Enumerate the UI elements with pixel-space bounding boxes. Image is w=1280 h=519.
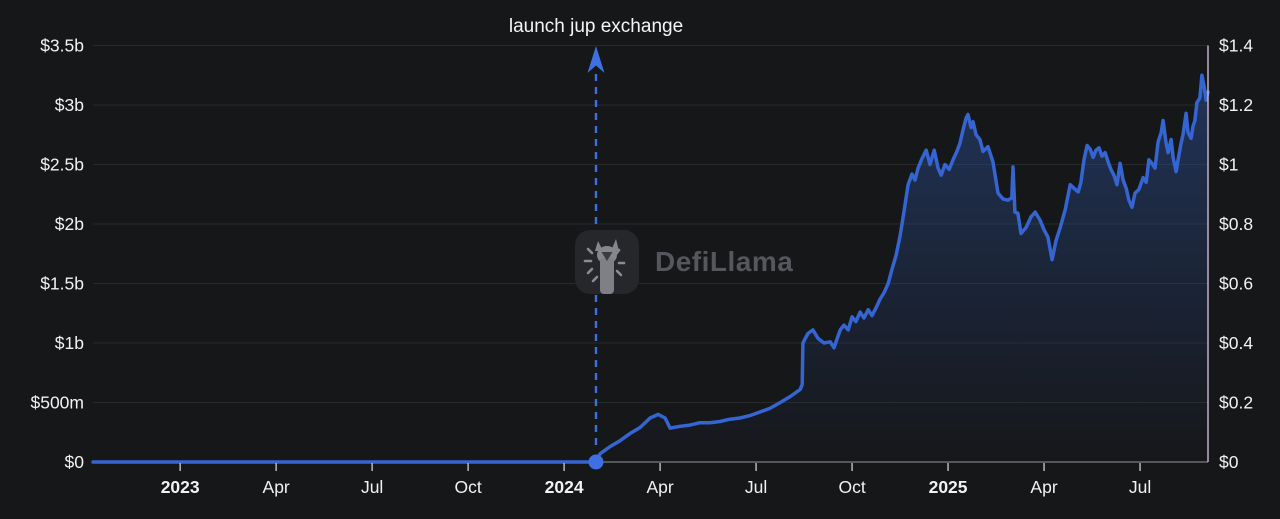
x-axis-tick-label: Apr bbox=[646, 477, 673, 497]
y-axis-right-label: $0.2 bbox=[1219, 393, 1253, 413]
y-axis-right-label: $0.4 bbox=[1219, 333, 1253, 353]
y-axis-right-label: $1.4 bbox=[1219, 36, 1253, 56]
y-axis-left-label: $3.5b bbox=[40, 36, 84, 56]
y-axis-left-label: $500m bbox=[30, 393, 84, 413]
y-axis-right-label: $1 bbox=[1219, 155, 1238, 175]
x-axis-tick-label: 2023 bbox=[161, 477, 200, 497]
tvl-line bbox=[91, 73, 1210, 464]
x-axis-tick-label: Jul bbox=[361, 477, 383, 497]
x-axis-tick-label: 2024 bbox=[545, 477, 584, 497]
y-axis-right-label: $0.8 bbox=[1219, 214, 1253, 234]
y-axis-left-label: $2b bbox=[55, 214, 84, 234]
y-axis-left-label: $3b bbox=[55, 95, 84, 115]
x-axis-tick-label: Jul bbox=[745, 477, 767, 497]
annotation-arrow-icon bbox=[587, 46, 605, 73]
y-axis-left-label: $1.5b bbox=[40, 274, 84, 294]
x-axis-tick-label: Apr bbox=[263, 477, 290, 497]
y-axis-right-label: $1.2 bbox=[1219, 95, 1253, 115]
y-axis-left-label: $1b bbox=[55, 333, 84, 353]
x-axis-tick-label: Jul bbox=[1129, 477, 1151, 497]
x-axis-tick-label: Apr bbox=[1030, 477, 1057, 497]
y-axis-left-label: $0 bbox=[65, 452, 85, 472]
tvl-area-fill bbox=[93, 75, 1208, 463]
y-axis-right-label: $0 bbox=[1219, 452, 1239, 472]
x-axis-tick-label: 2025 bbox=[929, 477, 968, 497]
x-axis-tick-label: Oct bbox=[455, 477, 482, 497]
y-axis-right-label: $0.6 bbox=[1219, 274, 1253, 294]
annotation-label: launch jup exchange bbox=[508, 16, 684, 37]
launch-point-dot[interactable] bbox=[588, 454, 604, 470]
x-axis-tick-label: Oct bbox=[838, 477, 865, 497]
y-axis-left-label: $2.5b bbox=[40, 155, 84, 175]
